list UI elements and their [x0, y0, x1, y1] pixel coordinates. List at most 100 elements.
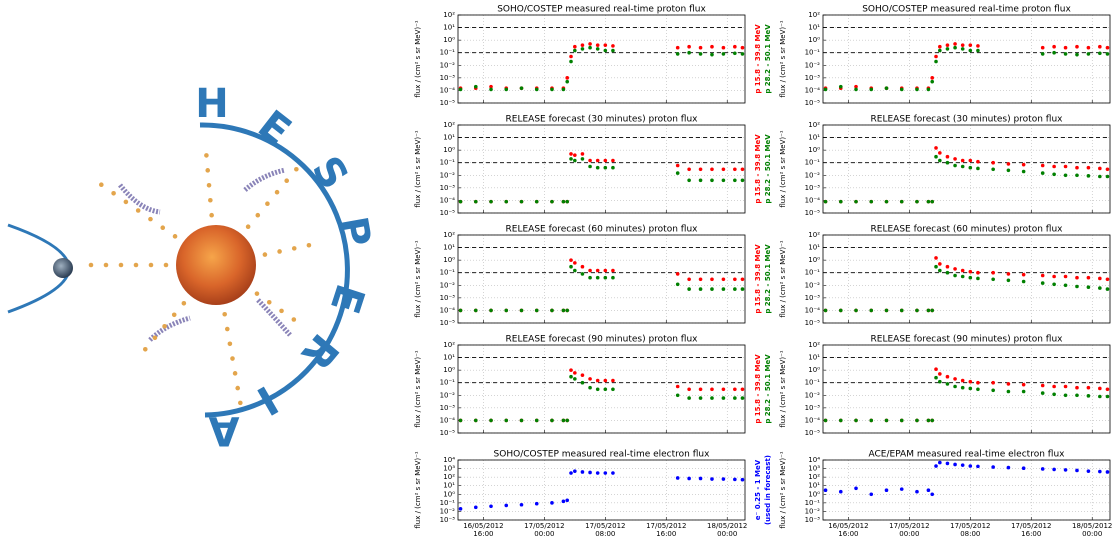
data-point: [953, 163, 957, 168]
data-point: [565, 498, 570, 503]
data-point: [565, 76, 570, 80]
data-point: [1006, 278, 1011, 283]
data-point: [899, 87, 904, 92]
y-tick-label: 10²: [808, 231, 820, 239]
logo-letter: E: [321, 279, 373, 319]
plot-area: [823, 460, 1110, 520]
y-tick-label: 10²: [808, 11, 820, 19]
data-point: [687, 387, 691, 392]
data-point: [595, 165, 600, 170]
data-point: [968, 43, 973, 47]
y-tick-label: 10⁻¹: [805, 379, 821, 387]
particle-dot: [255, 212, 261, 218]
legend-label: p 15.8 - 39.8 MeV: [754, 134, 762, 204]
data-point: [968, 158, 973, 163]
data-point: [976, 270, 980, 275]
data-point: [458, 87, 463, 92]
data-point: [595, 387, 600, 392]
data-point: [473, 418, 478, 423]
data-point: [926, 488, 931, 492]
data-point: [938, 158, 942, 163]
data-point: [838, 199, 843, 204]
data-point: [1021, 169, 1026, 174]
data-point: [1006, 272, 1011, 276]
legend-label: p 28.2 - 50.1 MeV: [764, 244, 772, 314]
legend-label: p 28.2 - 50.1 MeV: [764, 354, 772, 424]
data-point: [489, 84, 493, 89]
y-tick-label: 10¹: [443, 482, 455, 490]
particle-dot: [262, 252, 268, 257]
data-point: [953, 273, 957, 278]
data-point: [976, 166, 980, 171]
data-point: [1098, 44, 1102, 49]
y-tick-label: 10⁰: [443, 256, 455, 264]
data-point: [823, 199, 828, 204]
y-tick-label: 10⁻³: [440, 184, 456, 192]
data-point: [740, 167, 745, 172]
data-point: [1086, 45, 1091, 50]
data-point: [1040, 383, 1045, 388]
data-point: [611, 268, 615, 273]
particle-dot: [204, 153, 209, 158]
y-tick-label: 10⁻⁴: [440, 86, 456, 94]
data-point: [721, 387, 726, 392]
data-point: [721, 277, 726, 282]
data-point: [1006, 465, 1011, 470]
data-point: [1086, 52, 1091, 56]
data-point: [733, 387, 737, 392]
data-point: [698, 52, 703, 56]
y-tick-label: 10⁻⁴: [440, 196, 456, 204]
data-point: [1063, 164, 1068, 169]
data-point: [884, 488, 889, 492]
data-point: [1052, 50, 1056, 55]
data-point: [838, 308, 843, 313]
y-tick-label: 10⁻²: [440, 281, 456, 289]
logo-letter: A: [208, 407, 239, 453]
data-point: [687, 476, 691, 481]
data-point: [489, 199, 493, 204]
plot-frame: [822, 459, 1111, 521]
chart-title: ACE/EPAM measured real-time electron flu…: [869, 450, 1066, 460]
data-point: [603, 268, 608, 273]
chart-title: RELEASE forecast (60 minutes) proton flu…: [871, 225, 1064, 235]
particle-dot: [230, 356, 235, 361]
data-point: [569, 368, 573, 372]
data-point: [740, 396, 745, 400]
data-point: [1006, 162, 1011, 166]
data-point: [740, 387, 745, 392]
data-point: [580, 157, 585, 161]
data-point: [938, 48, 942, 53]
data-point: [721, 287, 726, 291]
y-tick-label: 10⁰: [808, 366, 820, 374]
plot-frame: [457, 459, 746, 521]
y-tick-label: 10⁻⁴: [805, 416, 821, 424]
y-axis-label: flux / (cm² s sr MeV)⁻¹: [779, 350, 787, 427]
data-point: [934, 464, 938, 468]
data-point: [740, 52, 745, 56]
particle-dot: [133, 262, 139, 268]
data-point: [573, 48, 577, 53]
data-point: [953, 384, 957, 389]
particle-dot: [284, 178, 290, 184]
data-point: [588, 275, 592, 280]
legend-label: p 28.2 - 50.1 MeV: [764, 24, 772, 94]
y-tick-label: 10⁻³: [805, 74, 821, 82]
data-point: [1040, 391, 1045, 395]
plot-frame: [822, 344, 1111, 434]
data-point: [953, 157, 957, 161]
y-tick-label: 10⁰: [443, 146, 455, 154]
y-tick-label: 10⁻⁵: [440, 209, 456, 217]
data-point: [960, 268, 965, 273]
data-point: [1063, 274, 1068, 279]
data-point: [1021, 466, 1026, 471]
data-point: [1105, 174, 1110, 179]
data-point: [580, 470, 585, 474]
data-point: [1052, 384, 1056, 389]
data-point: [710, 387, 714, 392]
data-point: [675, 476, 680, 480]
data-point: [1006, 168, 1011, 173]
data-point: [960, 274, 965, 279]
particle-dot: [206, 183, 212, 188]
data-point: [573, 469, 577, 473]
data-point: [976, 387, 980, 392]
